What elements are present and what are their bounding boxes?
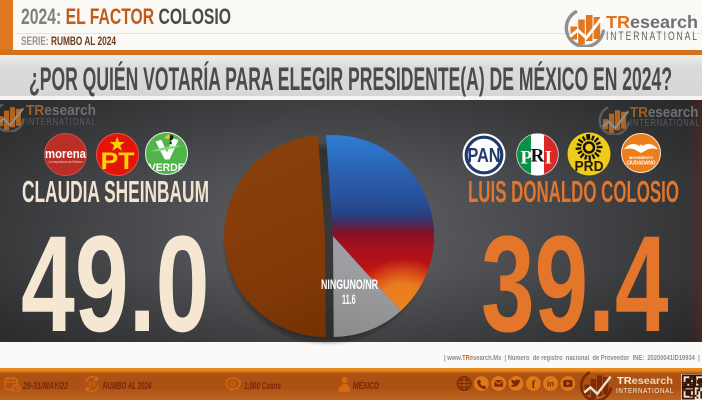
svg-text:CIUDADANO: CIUDADANO [627,161,656,167]
svg-text:@: @ [229,379,236,388]
svg-text:morena: morena [45,147,87,161]
svg-text:R: R [531,146,545,167]
svg-text:f: f [532,378,536,390]
svg-text:PT: PT [101,148,135,175]
svg-text:24: 24 [88,382,96,389]
svg-text:PRD: PRD [575,158,604,175]
svg-text:MOVIMIENTO: MOVIMIENTO [629,155,653,160]
svg-text:La esperanza de México: La esperanza de México [49,160,83,164]
svg-text:VERDE: VERDE [149,162,185,174]
svg-text:PAN: PAN [468,145,501,167]
svg-text:in: in [547,379,554,388]
svg-text:I: I [545,148,552,169]
svg-text:P: P [520,148,532,169]
